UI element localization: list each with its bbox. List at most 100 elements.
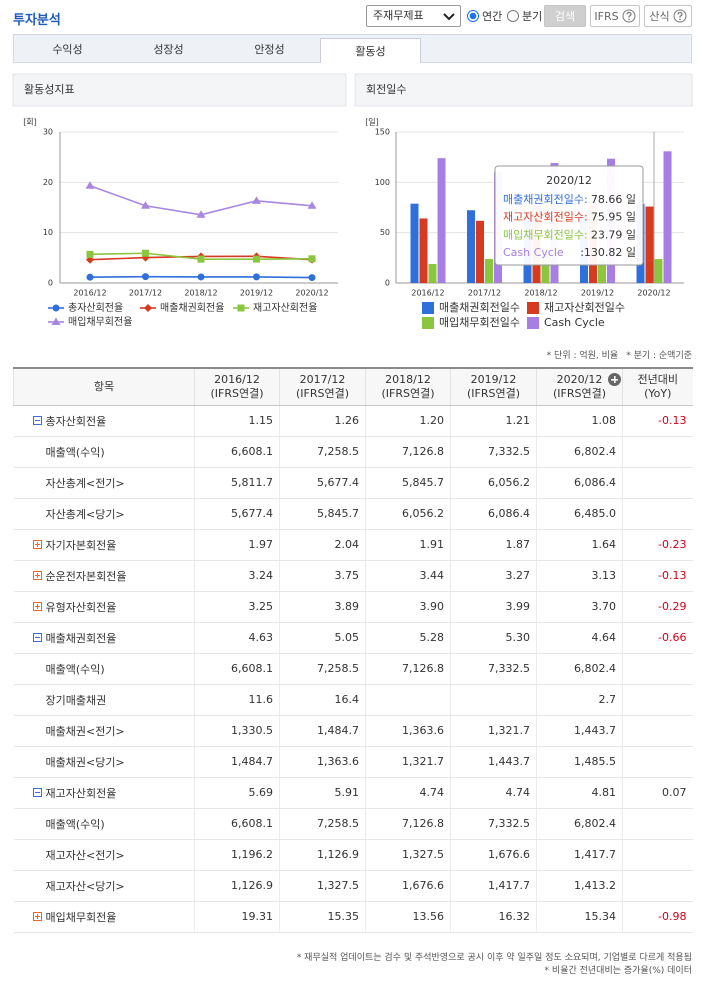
table-cell: 4.74 (450, 777, 537, 809)
collapse-icon[interactable] (32, 788, 42, 797)
table-cell: 5,677.4 (194, 498, 280, 530)
tab[interactable]: 성장성 (118, 34, 219, 63)
legend-marker (237, 304, 245, 312)
data-table: 항목 2016/12 (IFRS연결) 2017/12 (IFRS연결) 2018/12(… (13, 367, 693, 933)
button[interactable]: 검색 (544, 5, 586, 27)
table-cell: 1,676.6 (450, 839, 537, 871)
cell-value: 3.89 (334, 600, 360, 613)
radio[interactable]: 분기 (507, 8, 542, 24)
table-cell: 7,126.8 (365, 653, 451, 685)
x-tick-label: 2019/12 (240, 289, 273, 298)
header-cell: 2019/12 (IFRS연결) (450, 368, 537, 406)
table-cell: 4.64 (536, 622, 623, 654)
table-cell: -0.23 (622, 529, 693, 561)
cell-value: 13.56 (412, 910, 445, 923)
table-cell: 2.7 (536, 684, 623, 716)
table-cell: 3.70 (536, 591, 623, 623)
row-label: 자산총계<전기> (45, 476, 125, 490)
header-row: 항목 2016/12 (IFRS연결) 2017/12 (IFRS연결) 2018/12(… (13, 368, 693, 406)
radio[interactable]: 연간 (467, 8, 502, 24)
collapse-icon[interactable] (32, 416, 42, 425)
bar (485, 259, 493, 283)
cell-value: 5,845.7 (402, 476, 444, 489)
y-tick-label: 0 (48, 279, 53, 288)
panel-title: 회전일수 (366, 82, 406, 96)
cell-value: 6,608.1 (231, 445, 273, 458)
select[interactable]: 주재무제표 (366, 5, 461, 27)
table-cell: 7,126.8 (365, 808, 451, 840)
x-tick-label: 2020/12 (637, 289, 670, 298)
cell-value: 6,802.4 (574, 445, 616, 458)
cell-value: 19.31 (241, 910, 274, 923)
footnote: * 비율간 전년대비는 증가율(%) 데이터 (544, 966, 692, 976)
header-period: 2019/12 (470, 372, 517, 386)
help-icon (673, 9, 687, 23)
cell-value: 6,056.2 (488, 476, 530, 489)
table-row: 매출액(수익) 6,608.1 7,258.5 7,126.8 7,332.5 6,802… (13, 653, 693, 685)
table-cell: 매입채무회전율 (13, 901, 195, 933)
button[interactable]: 산식 (644, 5, 692, 27)
legend-label: 매출채권회전일수 (439, 300, 520, 314)
table-cell: 5.05 (279, 622, 366, 654)
cell-value: 16.4 (334, 693, 360, 706)
cell-value: 1,676.6 (488, 848, 530, 861)
cell-value: 3.90 (419, 600, 445, 613)
table-cell: 1.21 (450, 405, 537, 437)
tooltip-label: 재고자산회전일수: (503, 210, 588, 224)
table-cell: 5.69 (194, 777, 280, 809)
table-cell: 1,327.5 (365, 839, 451, 871)
cell-value: 5.05 (334, 631, 360, 644)
table-cell: 3.25 (194, 591, 280, 623)
table-cell: 6,086.4 (536, 467, 623, 499)
x-tick-label: 2018/12 (184, 289, 217, 298)
tab[interactable]: 수익성 (17, 34, 118, 63)
cell-value: 6,608.1 (231, 817, 273, 830)
expand-all-icon[interactable] (608, 373, 621, 386)
table-cell: 1,417.7 (450, 870, 537, 902)
bar (428, 263, 437, 283)
collapse-icon[interactable] (32, 633, 42, 642)
header-cell: 2017/12 (IFRS연결) (279, 368, 366, 406)
x-tick-label: 2019/12 (581, 289, 614, 298)
expand-icon[interactable] (32, 571, 42, 580)
table-cell: 7,332.5 (450, 808, 537, 840)
data-point (142, 249, 149, 257)
button[interactable]: IFRS (590, 5, 640, 27)
cell-value: 1.64 (591, 538, 617, 551)
tab[interactable]: 안정성 (219, 34, 320, 63)
tab-label: 활동성 (355, 45, 386, 58)
table-cell: 1,485.5 (536, 746, 623, 778)
bar (437, 158, 446, 283)
table-cell: 3.44 (365, 560, 451, 592)
row-label: 매출액(수익) (45, 817, 105, 831)
x-tick-label: 2016/12 (73, 289, 106, 298)
table-cell: 1.91 (365, 529, 451, 561)
x-tick-label: 2018/12 (524, 289, 557, 298)
yoy-value: -0.66 (658, 631, 687, 644)
tooltip-label: 매입채무회전일수: (503, 227, 588, 241)
table-cell: 3.75 (279, 560, 366, 592)
section-title: 투자분석 (13, 13, 61, 28)
cell-value: 1,443.7 (574, 724, 616, 737)
expand-icon[interactable] (32, 540, 42, 549)
table-cell: 5,811.7 (194, 467, 280, 499)
table-cell: 16.4 (279, 684, 366, 716)
header-cell: 2018/12 (IFRS연결) (365, 368, 451, 406)
expand-icon[interactable] (32, 912, 42, 921)
tooltip-value: 23.79 일 (591, 227, 636, 241)
footnote: * 재무실적 업데이트는 검수 및 주석반영으로 공시 이후 약 일주일 정도 … (296, 953, 692, 963)
cell-value: 7,258.5 (317, 445, 359, 458)
cell-value: 7,332.5 (488, 445, 530, 458)
table-cell: 1,443.7 (536, 715, 623, 747)
legend-marker (144, 304, 152, 312)
table-cell: 1,413.2 (536, 870, 623, 902)
cell-value: 11.6 (248, 693, 274, 706)
cell-value: 1.87 (505, 538, 531, 551)
y-unit: [회] (23, 118, 37, 127)
tab[interactable]: 활동성 (320, 38, 421, 63)
table-cell: 16.32 (450, 901, 537, 933)
y-tick-label: 50 (380, 228, 390, 237)
table-cell: 7,332.5 (450, 436, 537, 468)
y-tick-label: 10 (43, 228, 53, 237)
expand-icon[interactable] (32, 602, 42, 611)
